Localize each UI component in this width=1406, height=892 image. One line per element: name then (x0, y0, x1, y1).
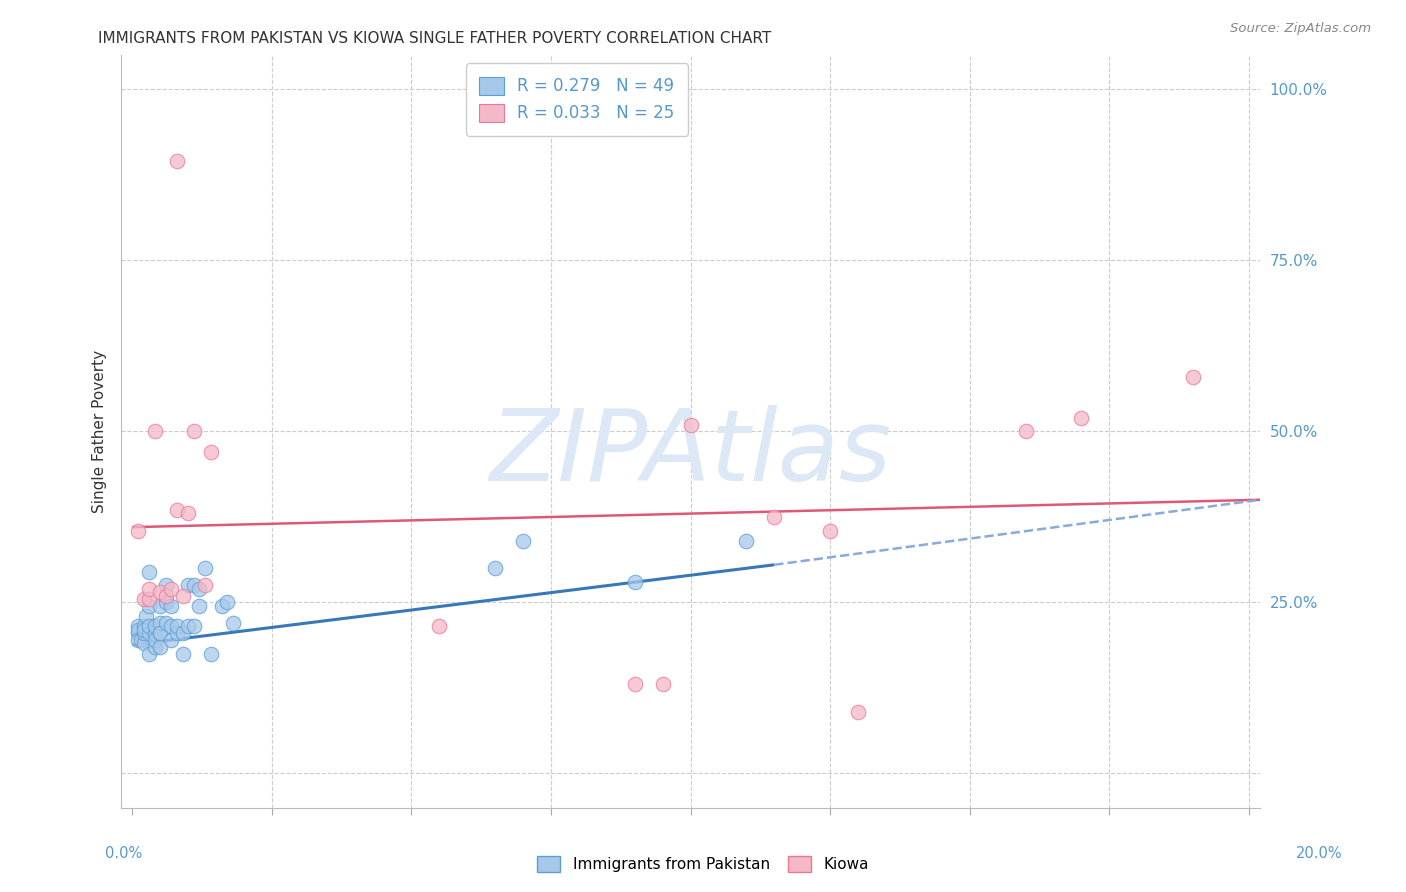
Point (143, 626, 166, 640)
Point (127, 633, 149, 648)
Point (429, 619, 451, 633)
Text: IMMIGRANTS FROM PAKISTAN VS KIOWA SINGLE FATHER POVERTY CORRELATION CHART: IMMIGRANTS FROM PAKISTAN VS KIOWA SINGLE… (98, 31, 772, 46)
Point (143, 619, 166, 633)
Point (132, 619, 155, 633)
Point (160, 633, 183, 648)
Point (166, 503, 188, 517)
Point (149, 615, 172, 630)
Point (143, 640, 166, 654)
Point (160, 619, 183, 633)
Point (127, 524, 149, 538)
Point (138, 591, 160, 606)
Point (143, 425, 166, 439)
Point (138, 599, 160, 613)
Point (155, 595, 177, 609)
Text: 0.0%: 0.0% (105, 846, 142, 861)
Point (177, 619, 200, 633)
Point (651, 677, 673, 691)
Point (735, 533, 758, 548)
Point (138, 582, 160, 596)
Point (160, 599, 183, 613)
Point (149, 626, 172, 640)
Legend: R = 0.279   N = 49, R = 0.033   N = 25: R = 0.279 N = 49, R = 0.033 N = 25 (465, 63, 688, 136)
Point (155, 589, 177, 603)
Point (183, 578, 205, 592)
Legend: Immigrants from Pakistan, Kiowa: Immigrants from Pakistan, Kiowa (530, 848, 876, 880)
Point (1070, 410, 1092, 425)
Point (155, 615, 177, 630)
Point (512, 533, 534, 548)
Point (132, 623, 155, 637)
Point (166, 626, 188, 640)
Point (1014, 425, 1036, 439)
Point (177, 578, 200, 592)
Point (183, 619, 205, 633)
Point (155, 578, 177, 592)
Point (211, 599, 233, 613)
Point (172, 626, 194, 640)
Point (166, 619, 188, 633)
Point (188, 599, 211, 613)
Point (149, 585, 172, 599)
Point (222, 615, 245, 630)
Point (138, 626, 160, 640)
Y-axis label: Single Father Poverty: Single Father Poverty (93, 350, 107, 513)
Point (127, 626, 149, 640)
Point (679, 417, 702, 432)
Point (149, 640, 172, 654)
Point (143, 633, 166, 648)
Point (132, 626, 155, 640)
Point (138, 619, 160, 633)
Point (623, 677, 645, 691)
Point (127, 619, 149, 633)
Point (177, 507, 200, 521)
Point (623, 574, 645, 589)
Point (217, 595, 239, 609)
Point (818, 524, 841, 538)
Point (194, 578, 217, 592)
Point (172, 589, 194, 603)
Text: 20.0%: 20.0% (1296, 846, 1343, 861)
Point (188, 582, 211, 596)
Text: Source: ZipAtlas.com: Source: ZipAtlas.com (1230, 22, 1371, 36)
Point (132, 636, 155, 650)
Point (149, 626, 172, 640)
Text: ZIPAtlas: ZIPAtlas (489, 406, 891, 502)
Point (127, 623, 149, 637)
Point (1182, 369, 1205, 384)
Point (160, 582, 183, 596)
Point (200, 647, 222, 661)
Point (183, 425, 205, 439)
Point (484, 561, 506, 575)
Point (132, 591, 155, 606)
Point (194, 561, 217, 575)
Point (135, 609, 157, 624)
Point (166, 154, 188, 169)
Point (129, 633, 152, 648)
Point (149, 599, 172, 613)
Point (172, 647, 194, 661)
Point (846, 705, 869, 719)
Point (200, 445, 222, 459)
Point (763, 509, 786, 524)
Point (138, 565, 160, 579)
Point (138, 647, 160, 661)
